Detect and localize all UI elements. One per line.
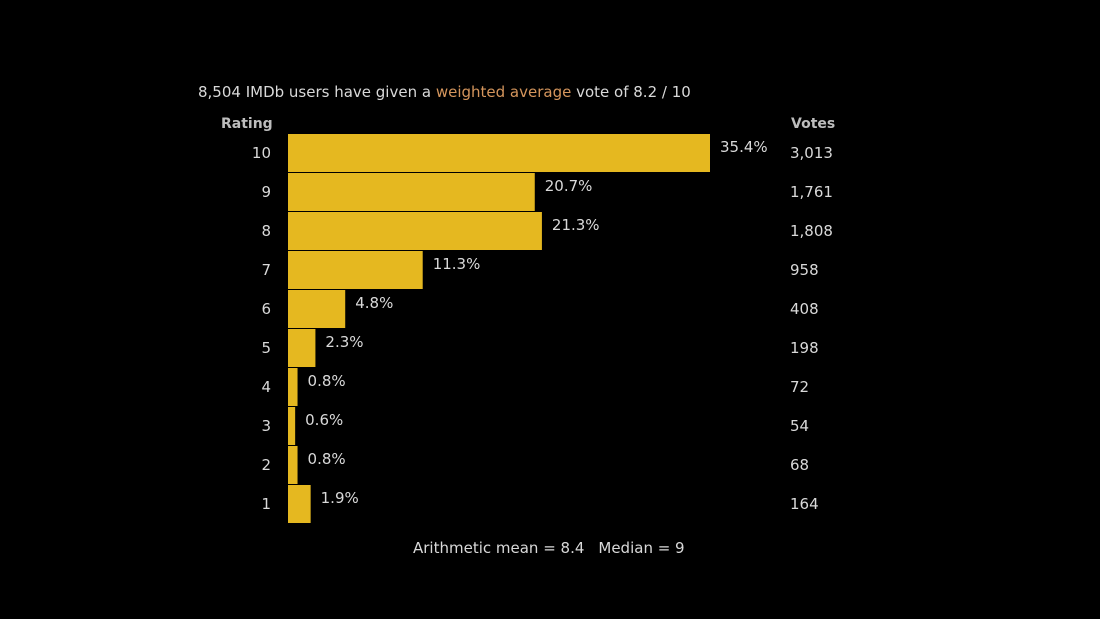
rating-label-3: 3 (261, 417, 271, 435)
percent-label-7: 11.3% (433, 255, 481, 273)
arithmetic-mean: Arithmetic mean = 8.4 (413, 539, 585, 557)
votes-column-header: Votes (791, 116, 836, 132)
votes-count-7: 958 (790, 261, 819, 279)
rating-column-header: Rating (221, 116, 273, 132)
rating-label-6: 6 (261, 300, 271, 318)
rating-summary: 8,504 IMDb users have given a weighted a… (198, 83, 691, 101)
bar-rating-5 (288, 329, 316, 367)
bar-rating-3 (288, 407, 296, 445)
bar-rating-10 (288, 134, 710, 172)
votes-count-2: 68 (790, 456, 809, 474)
votes-count-6: 408 (790, 300, 819, 318)
summary-prefix: 8,504 IMDb users have given a (198, 83, 436, 101)
bar-rating-4 (288, 368, 298, 406)
median: Median = 9 (598, 539, 685, 557)
votes-count-3: 54 (790, 417, 809, 435)
percent-label-3: 0.6% (305, 411, 343, 429)
rating-label-1: 1 (261, 495, 271, 513)
votes-count-1: 164 (790, 495, 819, 513)
weighted-average-link[interactable]: weighted average (435, 83, 572, 101)
percent-label-5: 2.3% (325, 333, 363, 351)
bar-rating-7 (288, 251, 423, 289)
rating-label-7: 7 (261, 261, 271, 279)
summary-suffix: vote of 8.2 / 10 (571, 83, 691, 101)
votes-count-10: 3,013 (790, 144, 833, 162)
bar-rating-2 (288, 446, 298, 484)
votes-count-5: 198 (790, 339, 819, 357)
votes-count-9: 1,761 (790, 183, 833, 201)
percent-label-1: 1.9% (321, 489, 359, 507)
bar-rating-9 (288, 173, 535, 211)
percent-label-4: 0.8% (308, 372, 346, 390)
rating-label-8: 8 (261, 222, 271, 240)
percent-label-9: 20.7% (545, 177, 593, 195)
bar-rating-8 (288, 212, 542, 250)
rating-label-10: 10 (252, 144, 271, 162)
bar-rating-1 (288, 485, 311, 523)
votes-count-4: 72 (790, 378, 809, 396)
rating-statistics: Arithmetic mean = 8.4 Median = 9 (413, 539, 685, 557)
votes-count-8: 1,808 (790, 222, 833, 240)
percent-label-8: 21.3% (552, 216, 600, 234)
percent-label-2: 0.8% (308, 450, 346, 468)
percent-label-10: 35.4% (720, 138, 768, 156)
rating-label-4: 4 (261, 378, 271, 396)
rating-label-5: 5 (261, 339, 271, 357)
rating-label-2: 2 (261, 456, 271, 474)
rating-label-9: 9 (261, 183, 271, 201)
percent-label-6: 4.8% (355, 294, 393, 312)
bar-rating-6 (288, 290, 346, 328)
